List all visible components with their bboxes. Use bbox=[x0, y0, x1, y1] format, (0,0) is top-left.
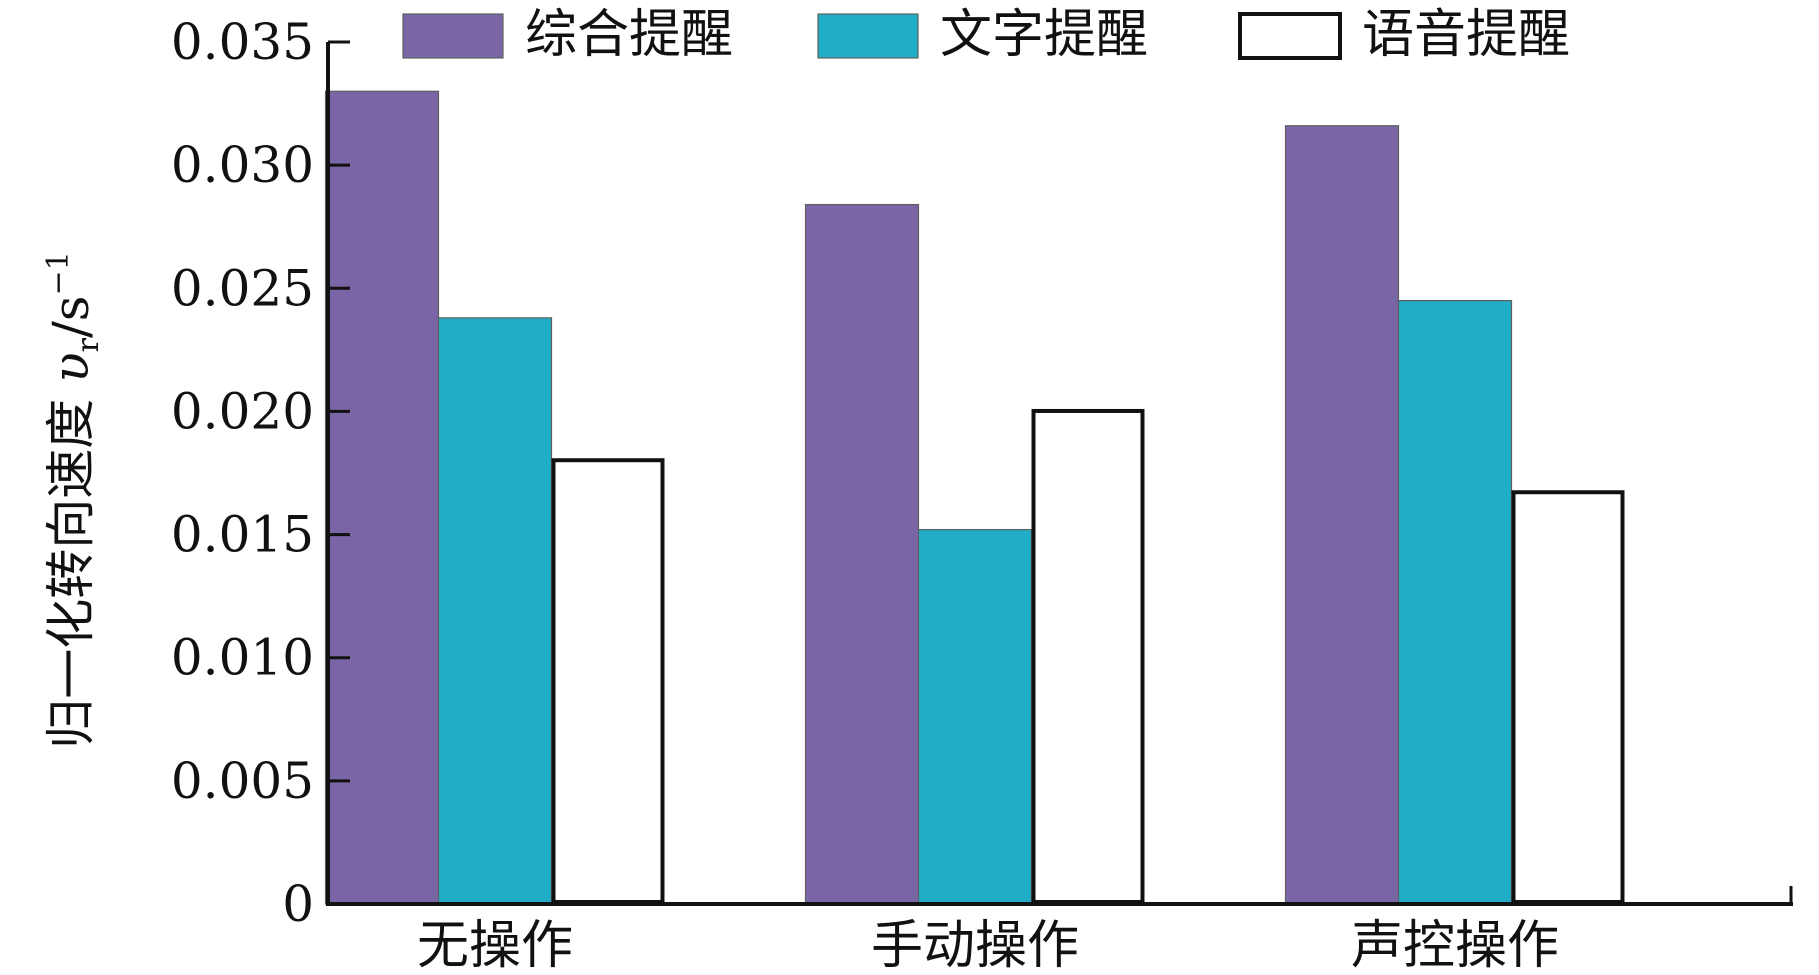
y-axis-label-sup: −1 bbox=[41, 251, 76, 295]
bars-layer bbox=[324, 90, 1625, 905]
y-tick-label: 0.035 bbox=[171, 13, 314, 71]
y-tick-label: 0.020 bbox=[171, 382, 314, 440]
bar bbox=[1284, 125, 1400, 905]
y-tick-label: 0.015 bbox=[171, 506, 314, 564]
axes-layer bbox=[326, 42, 1793, 906]
y-axis-label-symbol: υ bbox=[42, 352, 100, 382]
y-axis-label-unit: /s bbox=[42, 296, 100, 339]
bar bbox=[1397, 300, 1513, 905]
x-category-label: 无操作 bbox=[417, 916, 573, 975]
legend-swatch bbox=[402, 13, 504, 59]
legend-swatch bbox=[1238, 12, 1342, 60]
bar bbox=[1511, 490, 1625, 904]
y-axis-label: 归一化转向速度 υr/s−1 bbox=[41, 251, 106, 748]
y-tick-label: 0 bbox=[282, 875, 314, 933]
bar bbox=[324, 90, 440, 905]
y-tick-label: 0.005 bbox=[171, 752, 314, 810]
y-tick-label: 0.025 bbox=[171, 259, 314, 317]
y-axis-label-sub: r bbox=[71, 337, 106, 352]
legend-label: 综合提醒 bbox=[525, 5, 733, 65]
bar bbox=[917, 529, 1033, 905]
y-axis-label-main: 归一化转向速度 bbox=[42, 383, 100, 749]
bar bbox=[551, 458, 665, 904]
x-category-label: 声控操作 bbox=[1351, 916, 1559, 975]
y-tick-label: 0.010 bbox=[171, 629, 314, 687]
legend-swatch bbox=[817, 13, 919, 59]
y-tick-label: 0.030 bbox=[171, 136, 314, 194]
legend-label: 语音提醒 bbox=[1362, 5, 1570, 65]
x-category-labels: 无操作 手动操作 声控操作 bbox=[417, 916, 1559, 975]
bar bbox=[1031, 408, 1145, 904]
x-category-label: 手动操作 bbox=[871, 916, 1079, 975]
y-ticks-layer: 0 0.005 0.010 0.015 0.020 0.025 0.030 0.035 bbox=[171, 13, 350, 933]
bar bbox=[804, 203, 920, 905]
bar bbox=[437, 317, 553, 905]
legend-label: 文字提醒 bbox=[940, 5, 1148, 65]
legend: 综合提醒 文字提醒 语音提醒 bbox=[402, 5, 1570, 65]
